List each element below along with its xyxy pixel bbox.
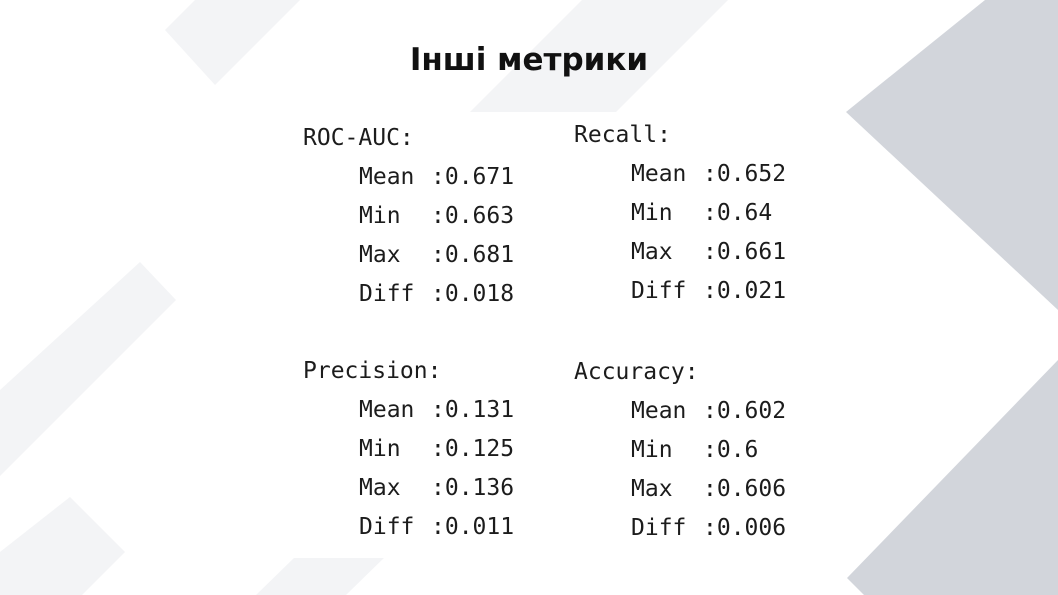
row-value: :0.602: [703, 398, 787, 424]
metric-row-diff: Diff :0.006: [574, 516, 786, 555]
row-label: Max: [631, 476, 673, 502]
metric-row-max: Max :0.681: [303, 243, 514, 282]
precision-block: Precision: Mean :0.131 Min :0.125 Max :0.13…: [303, 359, 514, 554]
row-label: Mean: [359, 397, 415, 423]
metric-row-mean: Mean :0.671: [303, 165, 514, 204]
light-stripe-left: [0, 262, 176, 476]
metric-row-diff: Diff :0.018: [303, 282, 514, 321]
row-value: :0.131: [431, 397, 515, 423]
metric-row-mean: Mean :0.602: [574, 399, 786, 438]
light-stripe-top-left: [165, 0, 300, 85]
dark-triangle-bottom-right: [847, 360, 1058, 595]
row-value: :0.64: [703, 200, 773, 226]
light-stripe-top-center: [470, 0, 728, 112]
metric-row-min: Min :0.125: [303, 437, 514, 476]
row-value: :0.011: [431, 514, 515, 540]
metric-row-diff: Diff :0.011: [303, 515, 514, 554]
row-label: Min: [359, 203, 401, 229]
row-value: :0.021: [703, 278, 787, 304]
row-value: :0.661: [703, 239, 787, 265]
metric-row-min: Min :0.64: [574, 201, 786, 240]
metric-row-max: Max :0.661: [574, 240, 786, 279]
metric-heading: Precision:: [303, 358, 442, 384]
row-label: Min: [631, 437, 673, 463]
accuracy-block: Accuracy: Mean :0.602 Min :0.6 Max :0.606 D…: [574, 360, 786, 555]
light-stripe-bottom-center: [256, 556, 386, 595]
recall-block: Recall: Mean :0.652 Min :0.64 Max :0.661 Di…: [574, 123, 786, 318]
metric-heading: Recall:: [574, 122, 671, 148]
metric-row-max: Max :0.606: [574, 477, 786, 516]
row-label: Max: [631, 239, 673, 265]
row-label: Diff: [359, 514, 415, 540]
row-label: Diff: [631, 515, 687, 541]
metric-heading: ROC-AUC:: [303, 125, 414, 151]
metrics-panel: [287, 112, 808, 558]
metric-row-max: Max :0.136: [303, 476, 514, 515]
metric-row-mean: Mean :0.131: [303, 398, 514, 437]
page-title: Інші метрики: [409, 42, 649, 78]
row-value: :0.018: [431, 281, 515, 307]
row-value: :0.006: [703, 515, 787, 541]
row-label: Mean: [631, 398, 687, 424]
metric-row-min: Min :0.6: [574, 438, 786, 477]
row-value: :0.136: [431, 475, 515, 501]
dark-chevron-right: [846, 0, 1058, 310]
row-value: :0.125: [431, 436, 515, 462]
metric-row-diff: Diff :0.021: [574, 279, 786, 318]
row-label: Mean: [631, 161, 687, 187]
row-value: :0.606: [703, 476, 787, 502]
row-label: Min: [359, 436, 401, 462]
row-value: :0.6: [703, 437, 759, 463]
row-value: :0.652: [703, 161, 787, 187]
row-label: Max: [359, 475, 401, 501]
row-label: Diff: [359, 281, 415, 307]
metric-row-mean: Mean :0.652: [574, 162, 786, 201]
row-value: :0.681: [431, 242, 515, 268]
row-value: :0.671: [431, 164, 515, 190]
light-stripe-bottom-left: [0, 497, 125, 595]
row-value: :0.663: [431, 203, 515, 229]
metric-row-min: Min :0.663: [303, 204, 514, 243]
roc-auc-block: ROC-AUC: Mean:0.671 Min:0.663 Max:0.681 …: [303, 126, 514, 321]
row-label: Mean: [359, 164, 415, 190]
metric-heading: Accuracy:: [574, 359, 699, 385]
row-label: Max: [359, 242, 401, 268]
row-label: Min: [631, 200, 673, 226]
row-label: Diff: [631, 278, 687, 304]
